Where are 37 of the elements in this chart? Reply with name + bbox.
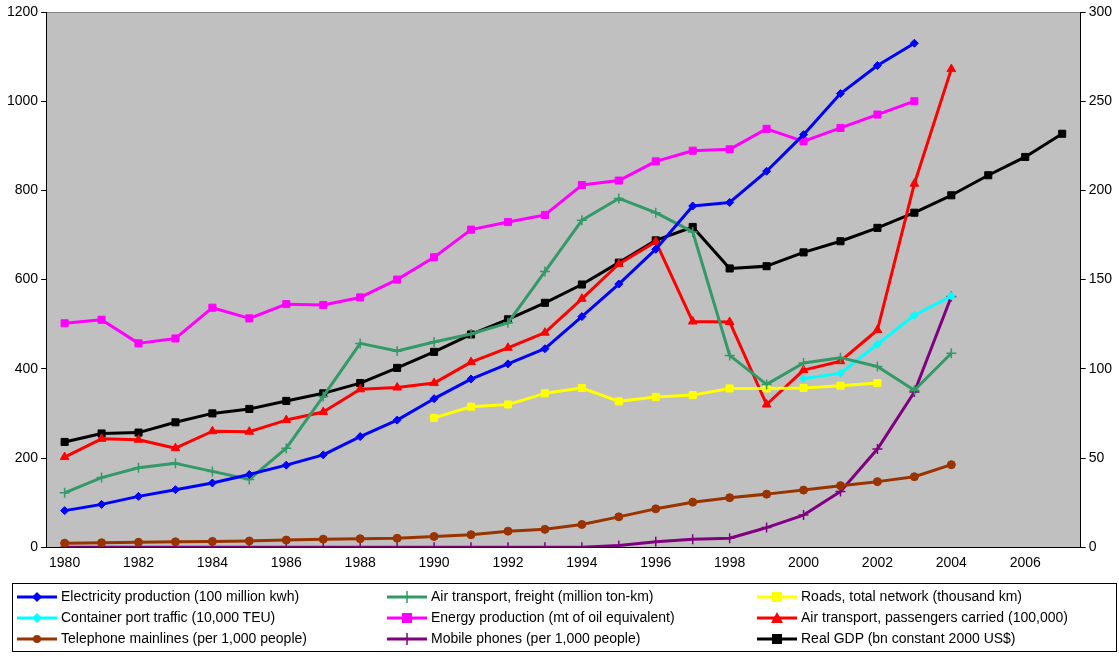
- x-tick-label: 1984: [196, 554, 229, 571]
- y-tick-label: 0: [30, 538, 39, 555]
- x-tick-label: 2006: [1009, 554, 1041, 571]
- legend-label: Roads, total network (thousand km): [801, 587, 1022, 606]
- y2-tick-label: 300: [1088, 2, 1113, 19]
- y2-tick-label: 100: [1088, 359, 1113, 376]
- x-tick-label: 2000: [787, 554, 820, 571]
- y-tick-label: 600: [14, 270, 39, 287]
- y-tick-label: 1200: [6, 2, 39, 19]
- y-tick-label: 1000: [6, 92, 39, 109]
- x-tick-label: 2004: [935, 554, 968, 571]
- x-tick-label: 1988: [344, 554, 376, 571]
- x-tick-label: 1994: [566, 554, 598, 571]
- legend-label: Air transport, freight (million ton-km): [431, 587, 654, 606]
- x-tick-label: 1990: [418, 554, 450, 571]
- x-tick-label: 2002: [861, 554, 894, 571]
- legend-label: Energy production (mt of oil equivalent): [431, 608, 675, 627]
- legend-label: Real GDP (bn constant 2000 US$): [801, 629, 1016, 648]
- y-tick-label: 200: [14, 448, 39, 465]
- legend-label: Electricity production (100 million kwh): [61, 587, 300, 606]
- y2-tick-label: 250: [1088, 92, 1113, 109]
- x-tick-label: 1986: [270, 554, 303, 571]
- legend-label: Air transport, passengers carried (100,000): [801, 608, 1068, 627]
- y-tick-label: 800: [14, 181, 39, 198]
- legend-label: Container port traffic (10,000 TEU): [61, 608, 276, 627]
- y2-tick-label: 150: [1088, 270, 1113, 287]
- x-tick-label: 1996: [640, 554, 672, 571]
- x-tick-label: 1982: [122, 554, 155, 571]
- legend-label: Telephone mainlines (per 1,000 people): [61, 629, 307, 648]
- y-tick-label: 400: [14, 359, 39, 376]
- y2-tick-label: 50: [1088, 448, 1105, 465]
- y2-tick-label: 200: [1088, 181, 1113, 198]
- x-tick-label: 1998: [714, 554, 746, 571]
- legend-label: Mobile phones (per 1,000 people): [431, 629, 641, 648]
- x-tick-label: 1992: [492, 554, 524, 571]
- y2-tick-label: 0: [1088, 538, 1097, 555]
- x-tick-label: 1980: [49, 554, 81, 571]
